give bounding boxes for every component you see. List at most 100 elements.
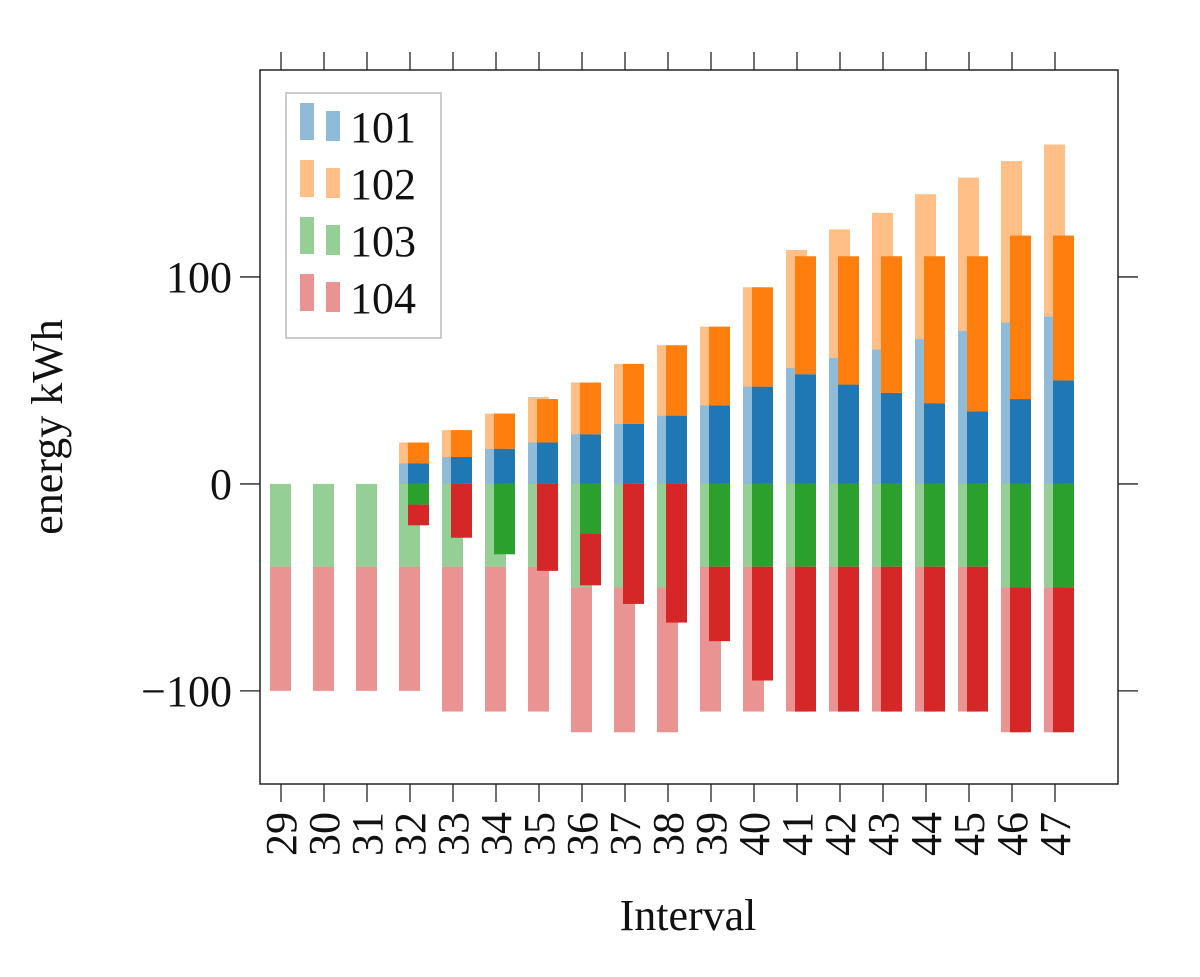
bar-segment	[752, 566, 773, 681]
x-tick-label: 41	[773, 812, 822, 856]
plot-frame	[259, 69, 1119, 785]
legend-label: 101	[350, 103, 416, 152]
x-tick-label: 31	[343, 812, 392, 856]
x-tick-label: 37	[601, 812, 650, 856]
bar-segment	[967, 483, 988, 567]
bar-segment	[838, 256, 859, 385]
x-tick-label: 32	[386, 812, 435, 856]
x-tick-label: 38	[644, 812, 693, 856]
bar-segment	[924, 483, 945, 567]
x-axis-label: Interval	[620, 891, 757, 940]
bar-segment	[967, 411, 988, 484]
bar-segment	[1010, 399, 1031, 484]
bar-segment	[795, 374, 816, 484]
bar-segment	[838, 566, 859, 712]
bar-segment	[1010, 587, 1031, 733]
bar-segment	[270, 566, 291, 691]
bar-segment	[356, 566, 377, 691]
legend-swatch	[300, 274, 314, 311]
legend-swatch	[300, 160, 314, 197]
bar-segment	[580, 382, 601, 435]
legend-label: 102	[350, 160, 416, 209]
bar-segment	[1010, 235, 1031, 400]
x-tick-label: 40	[730, 812, 779, 856]
bar-segment	[537, 442, 558, 484]
bar-segment	[313, 483, 334, 567]
bar-segment	[709, 483, 730, 567]
bar-segment	[451, 430, 472, 458]
bar-segment	[451, 457, 472, 484]
x-tick-label: 30	[300, 812, 349, 856]
bar-segment	[408, 442, 429, 464]
bar-segment	[967, 566, 988, 712]
bar-segment	[752, 287, 773, 387]
bar-segment	[580, 434, 601, 484]
bar-segment	[408, 483, 429, 505]
bar-segment	[442, 566, 463, 712]
bar-segment	[881, 483, 902, 567]
bar-segment	[537, 399, 558, 443]
x-tick-label: 47	[1031, 812, 1080, 856]
bar-segment	[580, 483, 601, 534]
bar-segment	[657, 587, 678, 733]
bar-segment	[1053, 483, 1074, 588]
bar-segment	[537, 483, 558, 571]
x-tick-label: 44	[902, 812, 951, 856]
legend-swatch	[326, 111, 340, 141]
bar-segment	[838, 384, 859, 484]
bar-segment	[408, 504, 429, 526]
bar-segment	[451, 483, 472, 538]
bar-segment	[967, 256, 988, 412]
bar-segment	[881, 256, 902, 393]
bar-segment	[1010, 483, 1031, 588]
bar-segment	[528, 566, 549, 712]
bar-segment	[623, 483, 644, 604]
x-tick-label: 35	[515, 812, 564, 856]
bar-segment	[709, 566, 730, 642]
bar-segment	[924, 566, 945, 712]
bar-segment	[399, 566, 420, 691]
x-tick-label: 42	[816, 812, 865, 856]
bar-segment	[881, 566, 902, 712]
y-tick-label: 100	[166, 253, 232, 302]
bar-segment	[580, 533, 601, 586]
bar-segment	[666, 415, 687, 484]
bar-segment	[494, 448, 515, 484]
bar-segment	[795, 256, 816, 375]
x-tick-label: 43	[859, 812, 908, 856]
bar-segment	[494, 413, 515, 449]
bar-segment	[270, 483, 291, 567]
bar-segment	[623, 363, 644, 424]
x-tick-label: 45	[945, 812, 994, 856]
x-tick-label: 29	[257, 812, 306, 856]
bar-segment	[795, 483, 816, 567]
legend-swatch	[326, 225, 340, 255]
bar-segment	[752, 483, 773, 567]
legend-label: 104	[350, 274, 416, 323]
bar-segment	[709, 326, 730, 406]
bar-segment	[924, 256, 945, 404]
bar-segment	[666, 483, 687, 623]
legend-swatch	[326, 168, 340, 198]
bar-segment	[356, 483, 377, 567]
y-tick-label: 0	[210, 460, 232, 509]
bar-segment	[795, 566, 816, 712]
bar-segment	[709, 405, 730, 484]
bar-segment	[1053, 380, 1074, 484]
bar-segment	[623, 423, 644, 484]
bar-segment	[494, 483, 515, 555]
x-tick-label: 39	[687, 812, 736, 856]
bar-segment	[752, 386, 773, 484]
legend-label: 103	[350, 217, 416, 266]
x-tick-label: 33	[429, 812, 478, 856]
x-tick-label: 36	[558, 812, 607, 856]
legend-swatch	[300, 103, 314, 140]
bar-segment	[408, 463, 429, 484]
bar-segment	[571, 587, 592, 733]
bar-segment	[838, 483, 859, 567]
legend-swatch	[326, 282, 340, 312]
bar-segment	[1053, 235, 1074, 381]
bar-segment	[881, 392, 902, 484]
legend-swatch	[300, 217, 314, 254]
